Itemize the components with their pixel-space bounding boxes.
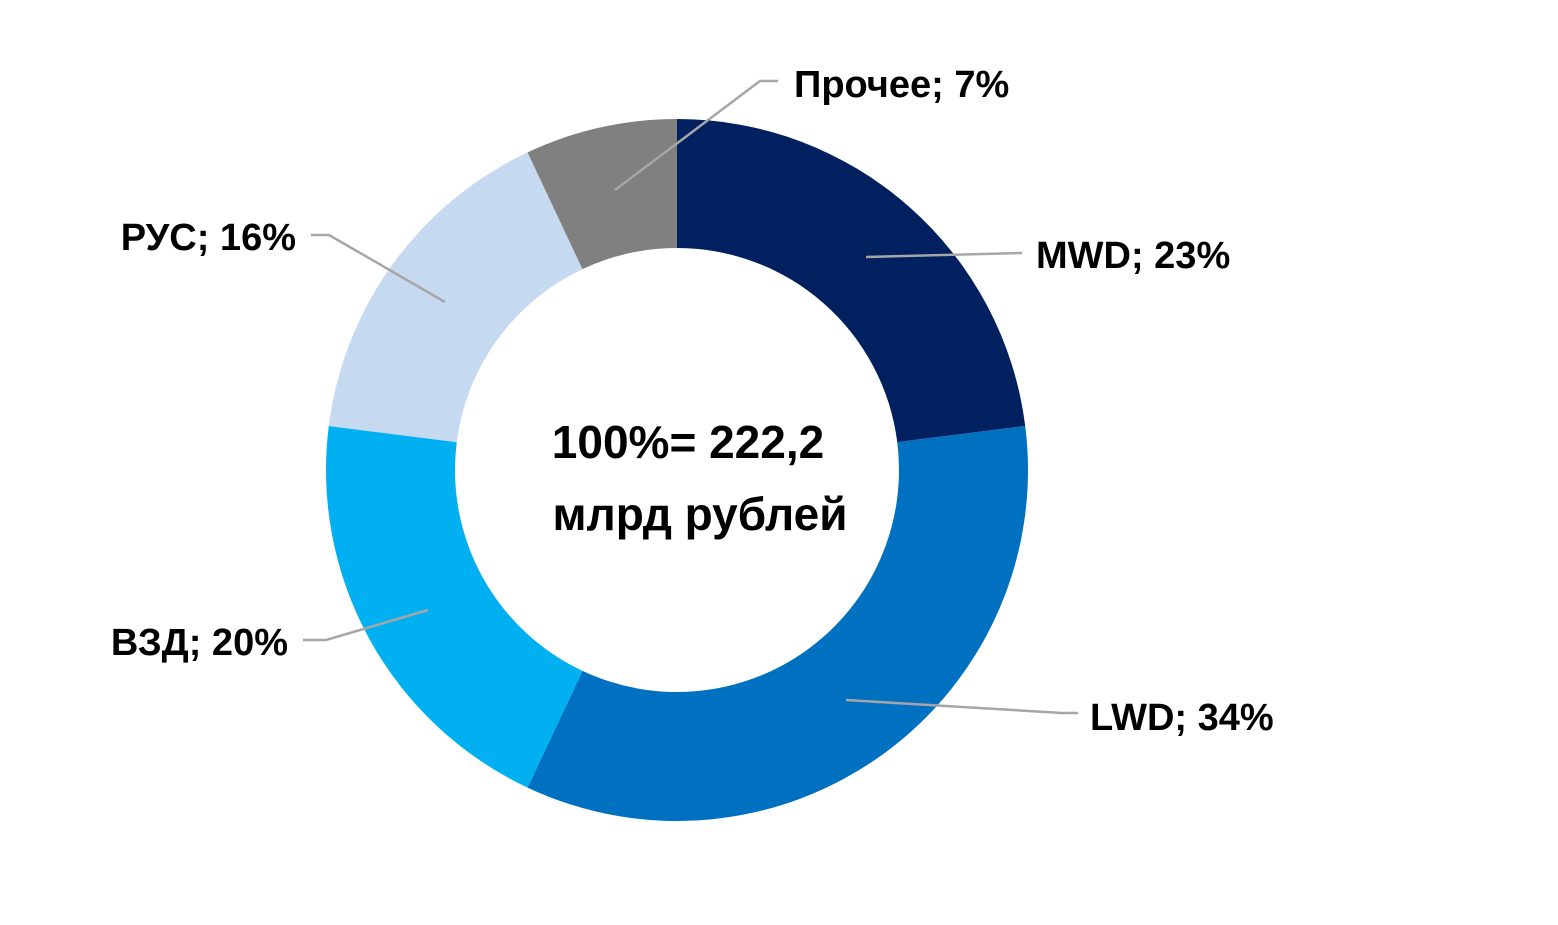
slices-layer <box>326 119 1028 821</box>
leader-lines-layer <box>303 79 1078 715</box>
center-label-line2: млрд рублей <box>552 488 847 540</box>
data-label-4: РУС; 16% <box>121 217 296 259</box>
donut-slice-2 <box>527 426 1028 821</box>
data-labels-layer: MWD; 23% LWD; 34% ВЗД; 20% РУС; 16% Прочее; … <box>111 64 1274 739</box>
donut-slice-1 <box>677 119 1026 443</box>
data-label-1: MWD; 23% <box>1036 235 1230 277</box>
leader-line-1 <box>865 251 1023 259</box>
center-label-line1: 100%= 222,2 <box>552 416 824 468</box>
leader-line-4 <box>311 233 446 304</box>
donut-slice-3 <box>326 426 583 788</box>
leader-line-3 <box>303 608 429 642</box>
data-label-3: ВЗД; 20% <box>111 622 288 664</box>
leader-line-5 <box>614 79 778 191</box>
data-label-5: Прочее; 7% <box>794 64 1009 106</box>
leader-line-2 <box>845 698 1078 715</box>
data-label-2: LWD; 34% <box>1090 697 1274 739</box>
donut-slice-4 <box>328 152 583 443</box>
donut-slice-5 <box>527 119 677 270</box>
